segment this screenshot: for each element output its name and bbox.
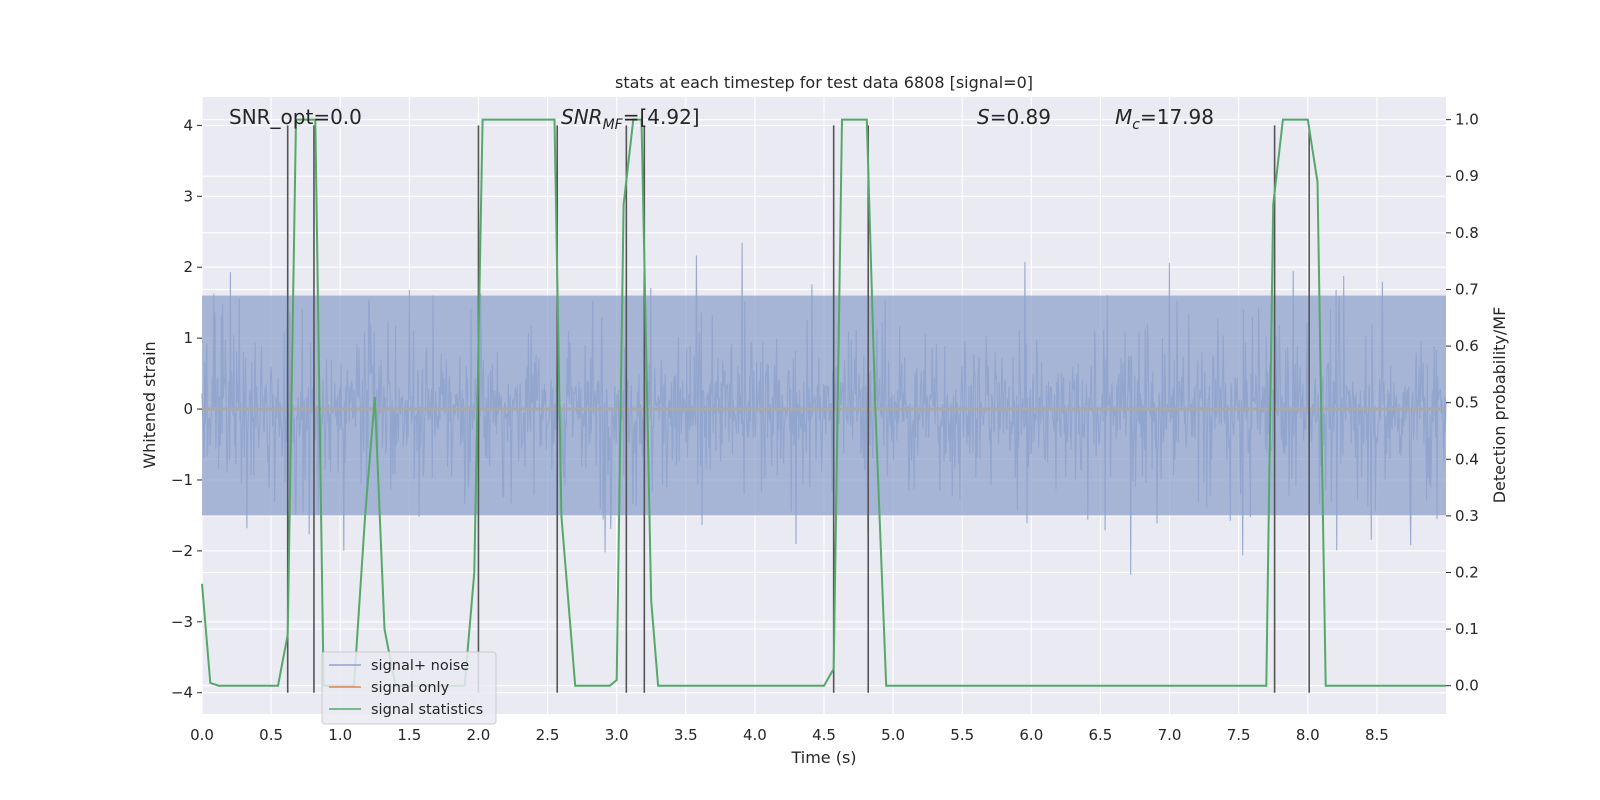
x-tick-label: 7.0 <box>1158 726 1182 744</box>
y-tick-label: −2 <box>171 542 193 560</box>
annotation-s: S=0.89 <box>977 105 1051 129</box>
y-tick-label: 1 <box>183 329 193 347</box>
annotation-snr-mf-value: =[4.92] <box>623 105 700 129</box>
noise-core-band <box>202 295 1446 516</box>
legend-label-statistics: signal statistics <box>371 702 483 718</box>
y-tick-label-right: 0.1 <box>1455 620 1479 638</box>
y-tick-label: 0 <box>183 400 193 418</box>
y-tick-label: 4 <box>183 116 193 134</box>
signal-statistics-series <box>201 118 1446 687</box>
legend-box <box>321 651 497 725</box>
y-ticks: 4 3 2 1 0 −1 −2 −3 −4 <box>171 116 202 702</box>
x-tick-label: 0.5 <box>259 726 283 744</box>
y-tick-label-right: 0.8 <box>1455 224 1479 242</box>
x-tick-label: 3.5 <box>674 726 698 744</box>
chart-title: stats at each timestep for test data 680… <box>615 73 1033 92</box>
y-tick-label: −1 <box>171 471 193 489</box>
x-axis-label: Time (s) <box>790 748 856 767</box>
annotation-mc-value: =17.98 <box>1140 105 1214 129</box>
x-tick-label: 6.0 <box>1019 726 1043 744</box>
x-ticks: 0.0 0.5 1.0 1.5 2.0 2.5 3.0 3.5 4.0 4.5 5.0 5.5 6.0 6… <box>190 726 1389 744</box>
y-tick-label-right: 0.9 <box>1455 167 1479 185</box>
legend: signal+ noise signal only signal statist… <box>321 651 497 725</box>
legend-label-signal-only: signal only <box>371 680 450 696</box>
annotation-mc-sub: c <box>1132 117 1140 133</box>
x-tick-label: 1.5 <box>397 726 421 744</box>
y-tick-label-right: 0.0 <box>1455 677 1479 695</box>
x-tick-label: 5.0 <box>881 726 905 744</box>
annotation-snr-mf-label: SNR <box>561 105 603 129</box>
y-tick-label-right: 0.5 <box>1455 394 1479 412</box>
y-tick-label-right: 0.4 <box>1455 450 1479 468</box>
annotation-mc: Mc=17.98 <box>1115 105 1214 133</box>
annotation-mc-label: M <box>1115 105 1132 129</box>
statistics-line <box>201 118 1446 687</box>
x-tick-label: 1.0 <box>328 726 352 744</box>
x-tick-label: 5.5 <box>950 726 974 744</box>
x-tick-label: 8.5 <box>1365 726 1389 744</box>
y-tick-label-right: 0.3 <box>1455 507 1479 525</box>
y-tick-label-right: 0.7 <box>1455 280 1479 298</box>
y-axis-label: Whitened strain <box>140 341 159 468</box>
signal-noise-series <box>201 242 1447 575</box>
y-tick-label-right: 0.2 <box>1455 563 1479 581</box>
y-tick-label: −3 <box>171 613 193 631</box>
x-tick-label: 6.5 <box>1089 726 1113 744</box>
annotation-snr-opt: SNR_opt=0.0 <box>229 105 362 129</box>
legend-label-noise: signal+ noise <box>371 658 469 674</box>
y-axis-label-right: Detection probability/MF <box>1490 307 1509 504</box>
y-ticks-right: 1.0 0.9 0.8 0.7 0.6 0.5 0.4 0.3 0.2 0.1 0.0 <box>1446 111 1479 695</box>
y-tick-label-right: 0.6 <box>1455 337 1479 355</box>
y-tick-label: 3 <box>183 187 193 205</box>
x-tick-label: 4.0 <box>743 726 767 744</box>
y-tick-label: −4 <box>171 684 193 702</box>
x-tick-label: 8.0 <box>1296 726 1320 744</box>
x-tick-label: 2.0 <box>467 726 491 744</box>
y-tick-label-right: 1.0 <box>1455 111 1479 129</box>
annotation-s-value: =0.89 <box>990 105 1051 129</box>
x-tick-label: 2.5 <box>536 726 560 744</box>
y-tick-label: 2 <box>183 258 193 276</box>
x-tick-label: 3.0 <box>605 726 629 744</box>
annotation-snr-mf-sub: MF <box>603 117 624 133</box>
annotation-s-label: S <box>977 105 990 129</box>
annotation-snr-mf: SNRMF=[4.92] <box>561 105 700 133</box>
x-tick-label: 0.0 <box>190 726 214 744</box>
x-tick-label: 4.5 <box>812 726 836 744</box>
x-tick-label: 7.5 <box>1227 726 1251 744</box>
